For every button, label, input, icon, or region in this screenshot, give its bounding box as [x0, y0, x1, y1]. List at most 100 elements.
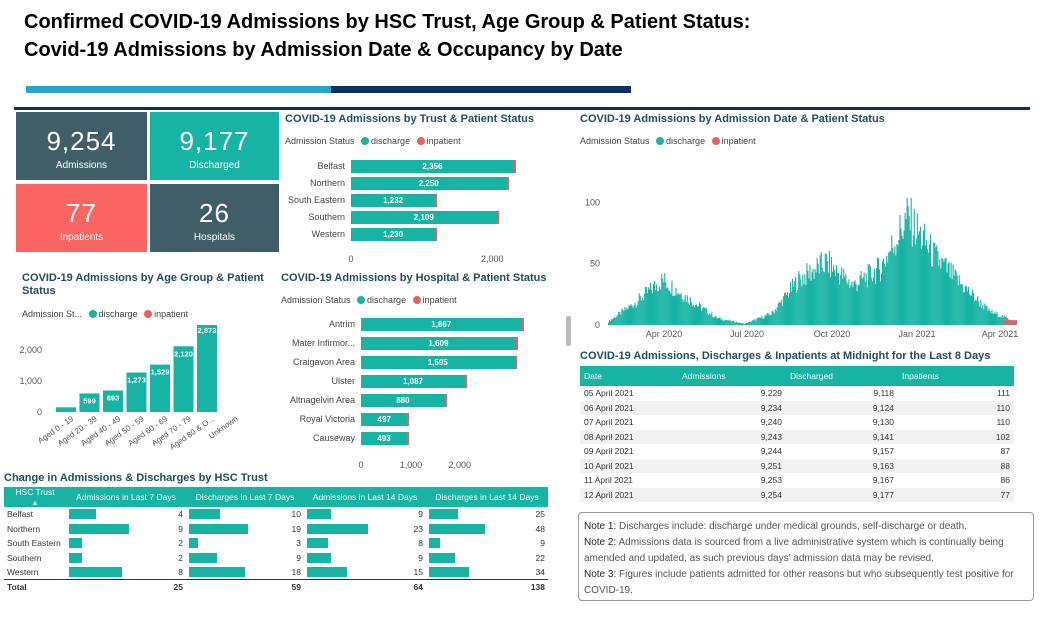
- date-bar: [790, 282, 792, 325]
- date-bar: [720, 319, 722, 325]
- date-bar: [656, 284, 658, 325]
- cell-value: 23: [413, 523, 423, 534]
- date-bar: [635, 307, 637, 325]
- date-bar: [618, 311, 620, 325]
- date-bar: [795, 277, 797, 325]
- cell-value: 10: [291, 509, 301, 519]
- col-discharged[interactable]: Discharged: [786, 366, 898, 386]
- date-bar: [681, 298, 683, 325]
- bar-category-label: Ulster: [331, 376, 355, 386]
- date-bar: [863, 272, 865, 325]
- kpi-inpatients-label: Inpatients: [59, 232, 104, 243]
- date-bar: [933, 242, 935, 325]
- data-bar: [189, 567, 245, 577]
- note-text: Admissions data is sourced from a live a…: [584, 537, 1004, 564]
- date-bar: [911, 246, 913, 325]
- bar[interactable]: 1,087: [361, 375, 467, 388]
- date-bar: [780, 299, 782, 325]
- bar[interactable]: 1,230: [351, 228, 438, 241]
- col-date[interactable]: Date: [580, 366, 678, 386]
- date-bar: [670, 293, 672, 325]
- date-bar: [961, 284, 963, 325]
- col-hsc-trust[interactable]: HSC Trust ▲: [4, 487, 66, 507]
- change-cell: 8: [66, 565, 186, 580]
- trust-name-cell: South Eastern: [7, 538, 61, 549]
- date-bar: [813, 278, 815, 325]
- date-bar: [642, 300, 644, 325]
- bar[interactable]: 2,356: [351, 160, 516, 173]
- date-bar: [637, 301, 639, 325]
- legend-inpatient-dot: [412, 296, 421, 304]
- legend-discharge-dot: [88, 310, 97, 318]
- bar[interactable]: 1,595: [361, 356, 517, 369]
- date-bar: [848, 279, 850, 325]
- date-bar: [976, 300, 978, 325]
- cell-value: 9: [296, 552, 301, 563]
- date-bar: [910, 197, 912, 325]
- legend-inpatient-label: inpatient: [422, 295, 457, 305]
- bar[interactable]: 2,250: [351, 177, 509, 190]
- date-bar: [739, 323, 742, 325]
- date-bar: [945, 257, 947, 325]
- date-bar: [877, 258, 880, 325]
- date-bar: [985, 305, 987, 325]
- date-bar: [622, 309, 624, 325]
- date-bar: [667, 287, 669, 325]
- cell-value: 2: [178, 552, 183, 563]
- date-bar: [883, 258, 885, 325]
- bar[interactable]: 1,232: [351, 194, 438, 207]
- date-bar: [714, 316, 716, 325]
- date-bar: [775, 310, 777, 325]
- kpi-discharged-value: 9,177: [179, 126, 250, 156]
- col-adm-14[interactable]: Admissions in Last 14 Days: [304, 487, 426, 507]
- date-bar: [777, 303, 779, 325]
- date-bar: [629, 305, 631, 325]
- data-bar: [429, 509, 459, 519]
- table-cell: 102: [898, 429, 1014, 444]
- date-bar: [859, 275, 861, 325]
- date-bar: [708, 315, 710, 325]
- scrollbar-thumb[interactable]: [566, 316, 571, 346]
- date-bar: [800, 279, 802, 325]
- date-bar: [989, 310, 991, 325]
- legend-discharge-dot: [656, 137, 665, 145]
- bar[interactable]: 497: [361, 413, 410, 426]
- col-adm-7[interactable]: Admissions in Last 7 Days: [66, 487, 186, 507]
- change-cell: 9: [66, 522, 186, 537]
- date-bar: [713, 317, 715, 325]
- date-bar: [988, 308, 990, 325]
- date-bar: [657, 291, 659, 325]
- bar-category-label: Craigavon Area: [292, 357, 355, 367]
- date-bar: [729, 319, 731, 325]
- date-bar: [778, 301, 780, 325]
- bar[interactable]: 880: [361, 394, 447, 407]
- date-bar: [808, 278, 810, 325]
- change-table: HSC Trust ▲ Admissions in Last 7 Days Dis…: [4, 487, 548, 594]
- bar[interactable]: 493: [361, 432, 410, 445]
- accent-bar-light: [26, 86, 331, 93]
- col-admissions[interactable]: Admissions: [678, 366, 786, 386]
- legend-discharge-label: discharge: [371, 136, 411, 146]
- sort-up-icon[interactable]: ▲: [31, 500, 39, 507]
- bar[interactable]: 2,109: [351, 211, 499, 224]
- cell-value: 8: [178, 567, 183, 577]
- date-bar: [936, 245, 938, 325]
- col-inpatients[interactable]: Inpatients: [898, 366, 1014, 386]
- date-bar: [617, 314, 619, 325]
- legend-discharge-label: discharge: [666, 136, 706, 146]
- date-bar: [847, 284, 849, 325]
- col-dis-7[interactable]: Discharges in Last 7 Days: [186, 487, 304, 507]
- col-dis-14[interactable]: Discharges in Last 14 Days: [426, 487, 548, 507]
- midnight-table-title: COVID-19 Admissions, Discharges & Inpati…: [580, 350, 991, 362]
- date-bar: [899, 214, 901, 325]
- date-bar: [696, 306, 699, 325]
- date-bar: [772, 311, 774, 325]
- bar[interactable]: 1,609: [361, 337, 518, 350]
- bar[interactable]: 1,667: [361, 318, 524, 331]
- date-bar: [701, 310, 703, 325]
- date-bar: [763, 318, 765, 325]
- table-cell: 9,254: [678, 487, 786, 502]
- date-bar: [963, 292, 965, 325]
- kpi-discharged-label: Discharged: [189, 160, 240, 171]
- date-bar: [671, 280, 673, 325]
